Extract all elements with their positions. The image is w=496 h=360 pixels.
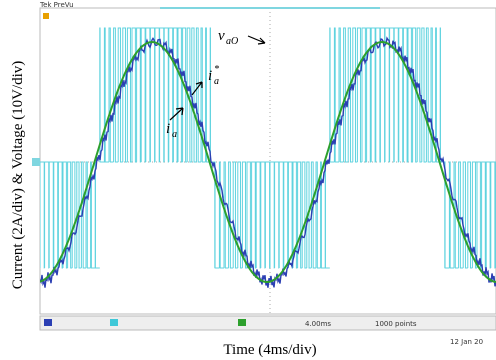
ann-subscript: a [172, 129, 177, 140]
time-base: 4.00ms [305, 320, 331, 328]
ann-symbol: v [218, 28, 225, 44]
y-axis-label: Current (2A/div) & Voltage (10V/div) [10, 61, 26, 290]
date: 12 Jan 20 [450, 338, 483, 346]
ann-symbol: i [208, 68, 212, 84]
ann-subscript: a [214, 76, 219, 87]
record-length: 1000 points [375, 320, 417, 328]
scope-figure: Tek PreVu 4.00ms 1000 points 12 Jan 20 C… [0, 0, 496, 360]
annotation-ia-ref: i a * [208, 64, 219, 87]
level-marker [32, 158, 40, 166]
ann-symbol: i [166, 121, 170, 137]
ch1-badge [44, 319, 52, 326]
scope-brand: Tek PreVu [39, 1, 74, 9]
x-axis-label: Time (4ms/div) [223, 342, 316, 358]
status-bar [40, 316, 496, 330]
ch2-badge [110, 319, 118, 326]
ann-superscript: * [214, 64, 219, 75]
scope-screen [40, 8, 496, 314]
ann-subscript: aO [226, 36, 238, 47]
ch-marker [43, 13, 49, 19]
ch3-badge [238, 319, 246, 326]
